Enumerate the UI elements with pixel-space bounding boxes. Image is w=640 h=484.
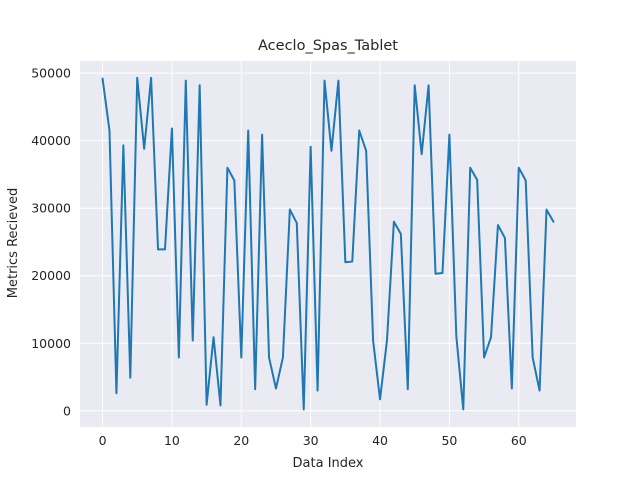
y-tick-label: 0 (63, 403, 71, 418)
gridlines (80, 61, 576, 427)
y-tick-label: 50000 (31, 66, 71, 81)
x-tick-label: 0 (99, 433, 107, 448)
chart-title: Aceclo_Spas_Tablet (258, 38, 398, 54)
series-layer (101, 76, 555, 411)
x-tick-label: 40 (372, 433, 388, 448)
series-line (101, 76, 555, 411)
x-tick-label: 20 (233, 433, 249, 448)
x-tick-label: 10 (164, 433, 180, 448)
y-tick-label: 10000 (31, 336, 71, 351)
y-tick-label: 20000 (31, 268, 71, 283)
x-tick-label: 50 (441, 433, 457, 448)
tick-labels: 0 10 20 30 40 50 60 0 10000 20000 30000 40000 50000 (31, 66, 527, 448)
y-tick-label: 30000 (31, 201, 71, 216)
y-tick-label: 40000 (31, 133, 71, 148)
x-tick-label: 60 (511, 433, 527, 448)
x-tick-label: 30 (303, 433, 319, 448)
y-axis-label: Metrics Recieved (6, 188, 21, 298)
x-axis-label: Data Index (293, 456, 364, 471)
